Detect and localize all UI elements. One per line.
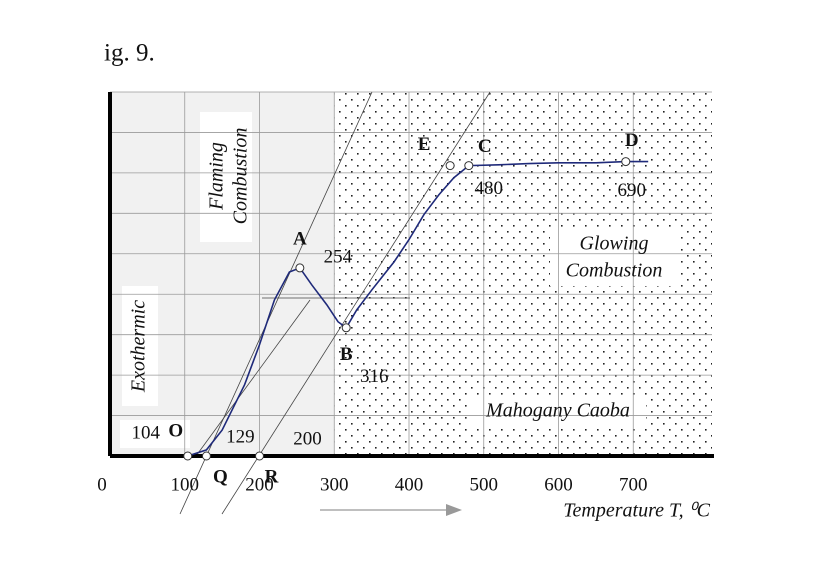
point-label: D xyxy=(625,130,639,151)
label-box xyxy=(120,420,190,448)
x-tick-label: 700 xyxy=(619,474,648,495)
annotation: Combustion xyxy=(230,128,252,225)
x-tick-label: 100 xyxy=(171,474,200,495)
tangent-line xyxy=(195,299,311,457)
x-tick-label: 500 xyxy=(470,474,499,495)
point-value: 129 xyxy=(226,426,255,447)
x-tick-label: 600 xyxy=(544,474,573,495)
point-value: 316 xyxy=(360,366,389,387)
tangent-line xyxy=(221,91,491,515)
point-value: 690 xyxy=(618,180,647,201)
point-value: 104 xyxy=(131,422,160,443)
point-label: O xyxy=(168,420,183,441)
point-marker xyxy=(464,161,474,171)
point-value: 254 xyxy=(324,246,353,267)
label-box xyxy=(200,112,252,242)
x-tick-label: 300 xyxy=(320,474,349,495)
point-value: 480 xyxy=(475,178,504,199)
x-tick-label: 400 xyxy=(395,474,424,495)
point-marker xyxy=(445,161,455,171)
label-box xyxy=(550,230,678,286)
point-marker xyxy=(295,263,305,273)
point-label: R xyxy=(265,466,279,487)
chart-title: ig. 9. xyxy=(104,40,155,67)
annotation: Mahogany Caoba xyxy=(485,400,630,422)
point-label: C xyxy=(478,136,492,157)
point-marker xyxy=(621,157,631,167)
point-marker xyxy=(255,451,264,461)
point-marker xyxy=(201,451,211,461)
annotation: Flaming xyxy=(206,142,228,211)
x-tick-label: 200 xyxy=(245,474,274,495)
point-marker xyxy=(341,323,351,333)
point-marker xyxy=(183,451,193,461)
curve xyxy=(187,160,649,457)
annotation: Glowing xyxy=(580,233,649,255)
point-label: A xyxy=(293,228,307,249)
x-tick-label: 0 xyxy=(97,474,107,495)
label-box xyxy=(122,286,158,406)
annotation: Combustion xyxy=(566,260,663,282)
point-label: E xyxy=(418,134,431,155)
point-label: Q xyxy=(213,466,228,487)
point-label: B xyxy=(340,344,353,365)
x-axis-label: Temperature T, ⁰C xyxy=(563,500,710,522)
annotation: Exothermic xyxy=(128,300,150,393)
point-value: 200 xyxy=(293,428,322,449)
arrow-head xyxy=(446,504,462,516)
label-box xyxy=(470,398,646,426)
